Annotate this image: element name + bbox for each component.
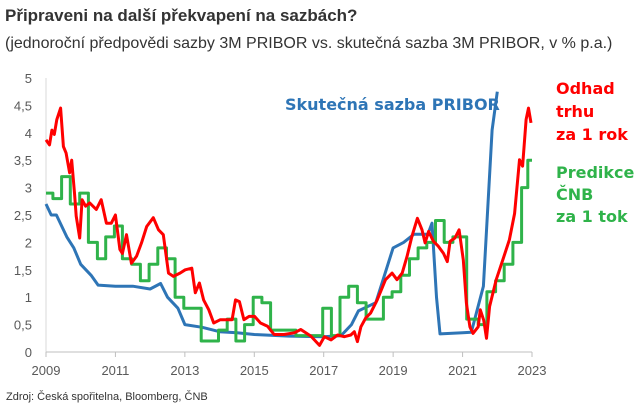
annotation-actual-pribor: Skutečná sazba PRIBOR [285, 95, 500, 114]
x-tick-label: 2021 [448, 363, 477, 378]
annotation-line: za 1 tok [556, 207, 628, 226]
annotation-line: Predikce [556, 163, 635, 182]
annotation-line: ČNB [556, 185, 593, 204]
chart-subtitle: (jednoroční předpovědi sazby 3M PRIBOR v… [5, 35, 613, 52]
y-tick-label: 3 [25, 181, 32, 196]
x-tick-label: 2017 [309, 363, 338, 378]
x-tick-label: 2013 [170, 363, 199, 378]
x-tick-label: 2009 [32, 363, 61, 378]
y-tick-label: 0,5 [14, 318, 32, 333]
x-tick-label: 2015 [240, 363, 269, 378]
annotation-line: za 1 rok [556, 125, 628, 144]
y-tick-label: 2 [25, 235, 32, 250]
annotation-line: trhu [556, 102, 594, 121]
y-tick-label: 3,5 [14, 153, 32, 168]
series-line-odhad-trhu-za-1-rok [44, 106, 533, 347]
y-tick-label: 5 [25, 71, 32, 86]
y-tick-label: 1,5 [14, 263, 32, 278]
x-tick-label: 2019 [379, 363, 408, 378]
y-tick-label: 4,5 [14, 98, 32, 113]
y-tick-label: 1 [25, 290, 32, 305]
y-tick-label: 0 [25, 345, 32, 360]
annotation-line: Odhad [556, 79, 615, 98]
annotation-cnb-prediction: Predikce ČNB za 1 tok [556, 163, 635, 226]
source-note: Zdroj: Česká spořitelna, Bloomberg, ČNB [6, 391, 208, 403]
annotation-market-estimate: Odhad trhu za 1 rok [556, 79, 628, 144]
x-tick-label: 2023 [518, 363, 547, 378]
chart-title: Připraveni na další překvapení na sazbác… [5, 6, 358, 25]
series-line-skute-n-sazba-pribor [44, 91, 499, 339]
x-tick-label: 2011 [101, 363, 129, 378]
y-tick-label: 4 [25, 126, 32, 141]
y-tick-label: 2,5 [14, 208, 32, 223]
